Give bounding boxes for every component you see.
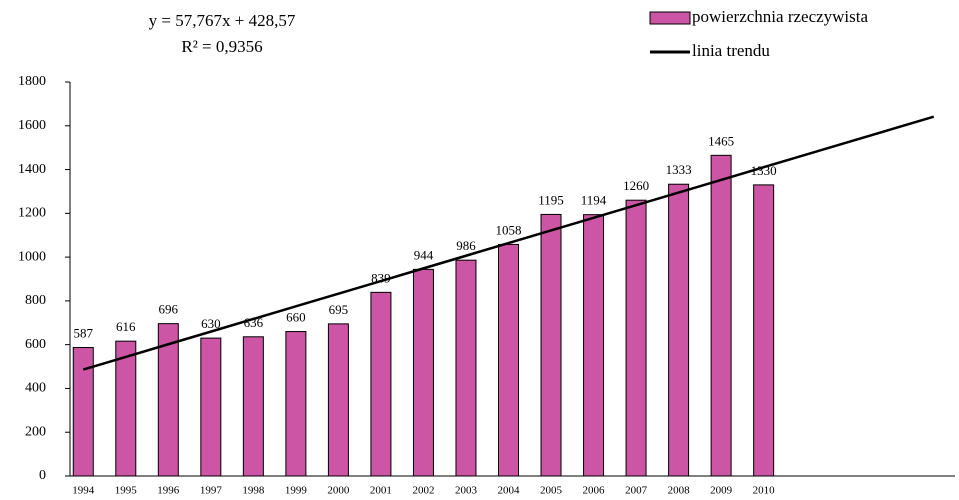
- data-label: 616: [116, 319, 136, 334]
- bar: [412, 268, 434, 477]
- y-tick-label: 200: [25, 424, 46, 439]
- y-tick-label: 1000: [18, 249, 46, 264]
- data-label: 660: [286, 310, 306, 325]
- bar: [668, 183, 690, 477]
- bar: [540, 213, 562, 477]
- x-tick-label: 2009: [710, 485, 733, 497]
- data-label: 630: [201, 316, 221, 331]
- r-squared: R² = 0,9356: [181, 37, 262, 56]
- y-tick-label: 600: [25, 337, 46, 352]
- x-tick-label: 1994: [72, 485, 95, 497]
- bar: [455, 259, 477, 477]
- bar: [200, 337, 222, 477]
- bar: [72, 347, 94, 477]
- data-label: 587: [74, 325, 94, 340]
- trend-line: [82, 115, 935, 371]
- legend-label: powierzchnia rzeczywista: [692, 7, 868, 26]
- x-tick-label: 2008: [668, 485, 691, 497]
- x-tick-label: 1999: [285, 485, 308, 497]
- data-label: 944: [414, 247, 434, 262]
- y-tick-label: 0: [39, 468, 46, 483]
- bar: [625, 199, 647, 477]
- data-label: 1194: [581, 193, 607, 208]
- data-label: 1260: [623, 178, 649, 193]
- data-label: 696: [159, 302, 179, 317]
- y-tick-label: 1200: [18, 206, 46, 221]
- bar: [583, 214, 605, 477]
- x-tick-label: 1995: [115, 485, 138, 497]
- bar: [753, 184, 775, 477]
- data-label: 1330: [751, 163, 777, 178]
- x-tick-label: 1997: [200, 485, 223, 497]
- y-tick-label: 1600: [18, 118, 46, 133]
- legend-label: linia trendu: [692, 41, 770, 60]
- bar: [115, 340, 137, 477]
- x-tick-label: 2010: [753, 485, 776, 497]
- bar: [285, 331, 307, 477]
- x-tick-label: 2003: [455, 485, 478, 497]
- data-label: 986: [456, 238, 476, 253]
- x-tick-label: 2006: [583, 485, 606, 497]
- x-tick-label: 2001: [370, 485, 392, 497]
- x-tick-label: 2002: [412, 485, 434, 497]
- equation: y = 57,767x + 428,57: [149, 11, 296, 30]
- data-label: 1465: [708, 133, 734, 148]
- x-tick-label: 2007: [625, 485, 648, 497]
- data-label: 1195: [538, 192, 564, 207]
- bar: [327, 323, 349, 477]
- x-tick-label: 2005: [540, 485, 563, 497]
- x-tick-label: 1996: [157, 485, 180, 497]
- data-label: 1058: [496, 222, 522, 237]
- legend-swatch: [649, 11, 691, 25]
- bar: [710, 154, 732, 477]
- x-tick-label: 2000: [327, 485, 350, 497]
- bar: [370, 291, 392, 477]
- bar: [157, 323, 179, 477]
- bar: [498, 243, 519, 477]
- y-tick-label: 800: [25, 293, 46, 308]
- y-tick-label: 1800: [18, 74, 46, 89]
- data-label: 695: [329, 302, 349, 317]
- data-label: 1333: [666, 162, 692, 177]
- y-tick-label: 1400: [18, 162, 46, 177]
- bar: [242, 336, 264, 477]
- x-tick-label: 1998: [242, 485, 265, 497]
- x-tick-label: 2004: [498, 485, 521, 497]
- y-tick-label: 400: [25, 381, 46, 396]
